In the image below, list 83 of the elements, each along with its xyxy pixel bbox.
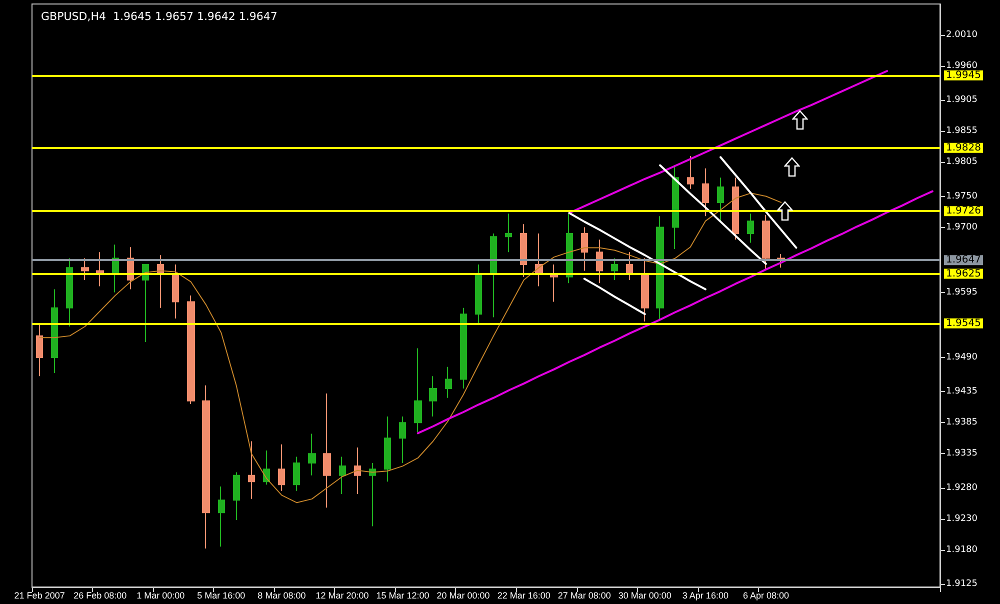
line-series: [568, 70, 888, 214]
x-tick-label: 3 Apr 16:00: [682, 590, 728, 600]
candlestick: [384, 416, 391, 482]
candlestick: [505, 213, 512, 253]
candlestick: [323, 392, 331, 508]
y-tick-label: 1.9435: [946, 386, 978, 397]
x-tick-label: 15 Mar 12:00: [376, 590, 430, 600]
x-tick-label: 30 Mar 00:00: [618, 590, 672, 600]
candlestick: [762, 214, 770, 270]
line-series: [568, 212, 706, 290]
x-tick-label: 22 Mar 16:00: [497, 590, 550, 600]
ref-line-label: 1.9828: [946, 142, 981, 154]
x-tick-label: 8 Mar 08:00: [258, 590, 306, 600]
candlestick: [354, 446, 361, 494]
candlestick: [218, 486, 225, 548]
y-tick-label: 1.9230: [946, 514, 978, 524]
line-series: [720, 156, 798, 249]
y-tick-label: 1.9125: [946, 578, 978, 589]
ref-line-label: 1.9625: [946, 268, 981, 280]
candlestick: [399, 416, 406, 464]
candlestick: [656, 216, 664, 321]
x-tick-label: 1 Mar 00:00: [136, 590, 185, 600]
ref-line-label: 1.9647: [946, 254, 981, 266]
y-tick-label: 1.9905: [946, 95, 978, 106]
y-tick-label: 1.9960: [946, 61, 978, 72]
x-tick-label: 6 Apr 08:00: [742, 590, 789, 600]
ref-line-label: 1.9726: [946, 206, 981, 217]
candlestick: [460, 307, 467, 390]
candlestick: [293, 456, 300, 492]
candlestick: [475, 264, 482, 324]
candlestick: [687, 155, 694, 190]
candlestick: [672, 164, 679, 250]
y-tick-label: 1.9855: [946, 126, 978, 136]
x-tick-label: 21 Feb 2007: [14, 590, 65, 600]
candlestick: [581, 226, 588, 272]
candlestick: [308, 433, 316, 476]
candlestick: [732, 177, 739, 240]
text: GBPUSD,H4 1.9645 1.9657 1.9642 1.9647: [41, 10, 278, 23]
candlestick: [202, 384, 210, 550]
candlestick: [747, 213, 754, 244]
x-tick-label: 27 Mar 08:00: [558, 590, 611, 600]
y-tick-label: 1.9750: [946, 191, 978, 202]
candlestick: [36, 322, 43, 377]
line-series: [583, 278, 646, 316]
candlestick: [172, 264, 179, 319]
candlestick: [717, 177, 724, 222]
y-tick-label: 2.0010: [946, 30, 978, 40]
candlestick: [187, 295, 195, 405]
candlestick: [429, 376, 437, 417]
y-tick-label: 1.9385: [946, 418, 978, 428]
y-tick-label: 1.9805: [946, 157, 978, 168]
candlestick: [81, 258, 89, 280]
candlestick: [51, 288, 58, 374]
x-tick-label: 26 Feb 08:00: [74, 590, 127, 600]
y-tick-label: 1.9595: [946, 287, 978, 298]
y-tick-label: 1.9335: [946, 448, 978, 459]
ref-line-label: 1.9945: [946, 70, 981, 81]
ref-line-label: 1.9545: [946, 318, 981, 329]
candlestick: [248, 440, 255, 500]
candlestick: [702, 168, 709, 217]
y-tick-label: 1.9490: [946, 352, 978, 363]
candlestick: [611, 258, 618, 280]
candlestick: [66, 258, 73, 328]
x-tick-label: 12 Mar 20:00: [316, 590, 369, 600]
candlestick: [520, 224, 527, 278]
candlestick: [339, 456, 346, 494]
line-series: [416, 190, 934, 434]
candlestick: [278, 444, 285, 492]
candlestick: [566, 213, 573, 284]
line-series: [659, 164, 767, 265]
candlestick: [445, 366, 452, 398]
candlestick: [596, 239, 603, 284]
candlestick: [414, 348, 422, 432]
candlestick: [626, 252, 633, 280]
y-tick-label: 1.9280: [946, 482, 978, 493]
candlestick: [369, 462, 376, 527]
y-tick-label: 1.9180: [946, 544, 978, 555]
x-tick-label: 5 Mar 16:00: [197, 590, 246, 600]
candlestick: [641, 258, 649, 322]
candlestick: [490, 232, 497, 318]
x-tick-label: 20 Mar 00:00: [436, 590, 490, 600]
y-tick-label: 1.9700: [946, 222, 978, 232]
candlestick: [233, 472, 240, 521]
